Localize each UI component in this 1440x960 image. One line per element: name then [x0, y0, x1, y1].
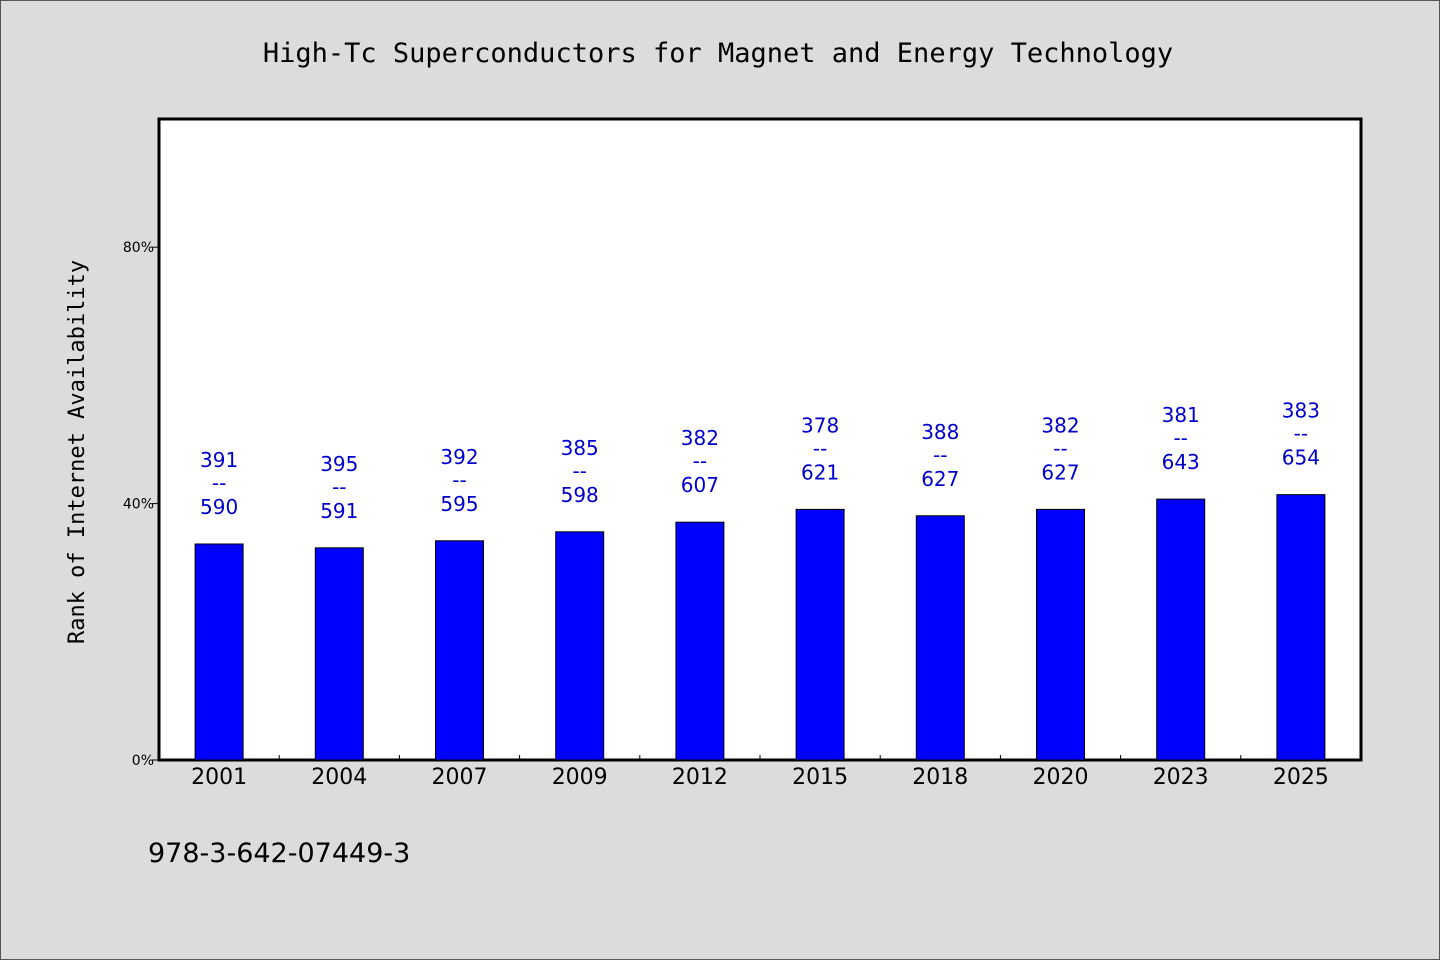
data-label-sep: -- — [1173, 426, 1187, 450]
x-tick-label: 2023 — [1153, 765, 1209, 790]
data-label-bottom: 590 — [200, 495, 238, 519]
x-tick-label: 2007 — [432, 765, 488, 790]
data-label-bottom: 598 — [561, 483, 599, 507]
data-label-bottom: 621 — [801, 460, 839, 484]
data-label-top: 378 — [801, 413, 839, 437]
y-tick-label: 40% — [123, 497, 154, 513]
bar — [314, 547, 364, 761]
chart-title: High-Tc Superconductors for Magnet and E… — [263, 38, 1173, 69]
data-label-top: 382 — [1041, 413, 1079, 437]
data-label-sep: -- — [572, 459, 586, 483]
data-label-sep: -- — [1294, 422, 1308, 446]
data-label-top: 385 — [561, 436, 599, 460]
data-label-sep: -- — [452, 468, 466, 492]
x-tick-label: 2004 — [311, 765, 367, 790]
data-label-sep: -- — [813, 436, 827, 460]
data-label-top: 388 — [921, 420, 959, 444]
x-axis: 2001 2004 2007 2009 2012 2015 2018 2020 2023 2025 — [191, 755, 1329, 790]
y-axis-label: Rank of Internet Availability — [65, 260, 90, 644]
bar — [675, 521, 725, 761]
data-label-bottom: 643 — [1162, 450, 1200, 474]
x-tick-label: 2015 — [792, 765, 848, 790]
y-axis: 0% 40% 80% — [123, 240, 159, 769]
y-tick-label: 80% — [123, 240, 154, 256]
data-label-bottom: 595 — [440, 492, 478, 516]
x-tick-label: 2009 — [552, 765, 608, 790]
x-tick-label: 2012 — [672, 765, 728, 790]
data-label-sep: -- — [1053, 436, 1067, 460]
data-label-top: 381 — [1162, 403, 1200, 427]
bars — [194, 494, 1326, 761]
data-label-top: 392 — [440, 445, 478, 469]
data-label-bottom: 627 — [921, 467, 959, 491]
x-tick-label: 2001 — [191, 765, 247, 790]
data-label-sep: -- — [212, 471, 226, 495]
bar — [1036, 508, 1085, 761]
bar — [915, 515, 965, 761]
x-tick-label: 2018 — [912, 765, 968, 790]
data-label-sep: -- — [693, 449, 707, 473]
bar — [435, 540, 484, 761]
data-labels: 391--590395--591392--595385--598382--607… — [200, 399, 1320, 523]
data-label-sep: -- — [933, 443, 947, 467]
bar — [795, 508, 845, 761]
data-label-bottom: 627 — [1041, 460, 1079, 484]
data-label-top: 395 — [320, 452, 358, 476]
data-label-bottom: 654 — [1282, 446, 1320, 470]
data-label-top: 391 — [200, 448, 238, 472]
bar — [1276, 494, 1326, 761]
x-tick-label: 2025 — [1273, 765, 1329, 790]
data-label-bottom: 591 — [320, 499, 358, 523]
isbn-footer: 978-3-642-07449-3 — [148, 838, 410, 869]
bar — [1156, 498, 1206, 761]
data-label-top: 382 — [681, 426, 719, 450]
y-tick-label: 0% — [132, 753, 154, 769]
data-label-bottom: 607 — [681, 473, 719, 497]
x-tick-label: 2020 — [1033, 765, 1089, 790]
data-label-top: 383 — [1282, 399, 1320, 423]
bar — [555, 531, 605, 761]
bar — [194, 543, 244, 761]
data-label-sep: -- — [332, 475, 346, 499]
